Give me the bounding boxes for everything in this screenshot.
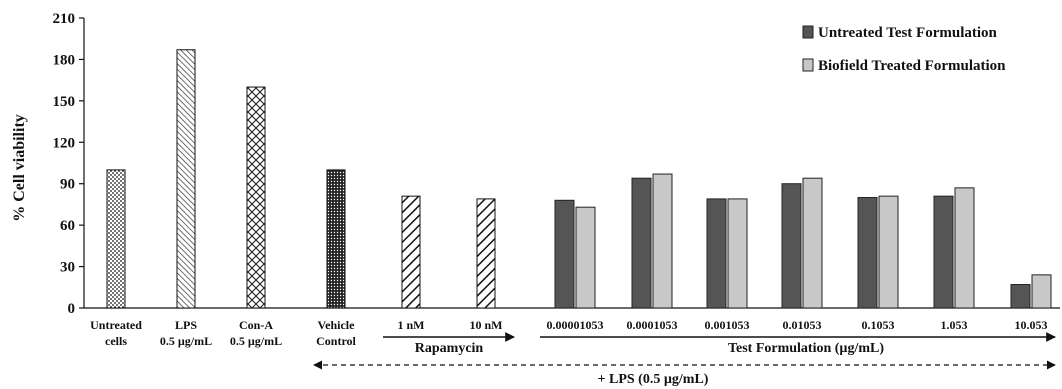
category-label: Untreated — [90, 318, 142, 332]
bar-test — [933, 195, 954, 309]
legend-swatch — [802, 58, 814, 72]
bar-test — [706, 198, 727, 309]
bar-test — [554, 199, 575, 309]
legend-swatch — [802, 25, 814, 39]
y-tick-label: 120 — [53, 135, 76, 151]
bar-control — [476, 198, 496, 309]
bar-test — [631, 177, 652, 309]
category-label: Vehicle — [318, 318, 356, 332]
bar-control — [106, 169, 126, 309]
y-tick-label: 0 — [68, 301, 76, 317]
y-tick-label: 90 — [60, 177, 75, 193]
y-tick-label: 180 — [53, 52, 76, 68]
y-axis-title: % Cell viability — [11, 114, 28, 222]
category-label: 0.5 µg/mL — [160, 334, 212, 348]
legend-label: Biofield Treated Formulation — [818, 58, 1006, 74]
bar-test — [575, 206, 596, 309]
bar-test — [954, 187, 975, 309]
y-tick-label: 150 — [53, 94, 76, 110]
category-label: 1 nM — [398, 318, 425, 332]
bar-test — [727, 198, 748, 309]
bar-control — [326, 169, 346, 309]
bar-control — [246, 86, 266, 309]
category-label: Con-A — [239, 318, 273, 332]
category-label: 10.053 — [1015, 318, 1048, 332]
category-label: cells — [105, 334, 127, 348]
bar-test — [1031, 274, 1052, 309]
bar-control — [401, 195, 421, 309]
category-label: 0.5 µg/mL — [230, 334, 282, 348]
category-label: 10 nM — [470, 318, 503, 332]
bar-test — [781, 183, 802, 309]
category-label: 0.0001053 — [627, 318, 678, 332]
category-label: LPS — [175, 318, 197, 332]
rapamycin-label: Rapamycin — [415, 341, 484, 356]
bar-control — [176, 49, 196, 309]
y-tick-label: 30 — [60, 260, 75, 276]
lps-label: + LPS (0.5 µg/mL) — [598, 372, 709, 387]
bar-test — [1010, 284, 1031, 309]
bar-test — [878, 195, 899, 309]
y-tick-label: 210 — [53, 11, 76, 27]
bar-test — [652, 173, 673, 309]
category-label: Control — [316, 334, 356, 348]
category-label: 0.01053 — [783, 318, 822, 332]
bar-test — [802, 177, 823, 309]
category-label: 1.053 — [941, 318, 968, 332]
test-formulation-label: Test Formulation (µg/mL) — [728, 341, 884, 356]
category-label: 0.00001053 — [547, 318, 604, 332]
bar-test — [857, 197, 878, 309]
y-tick-label: 60 — [60, 218, 75, 234]
category-label: 0.1053 — [862, 318, 895, 332]
category-label: 0.001053 — [705, 318, 750, 332]
legend-label: Untreated Test Formulation — [818, 25, 998, 41]
